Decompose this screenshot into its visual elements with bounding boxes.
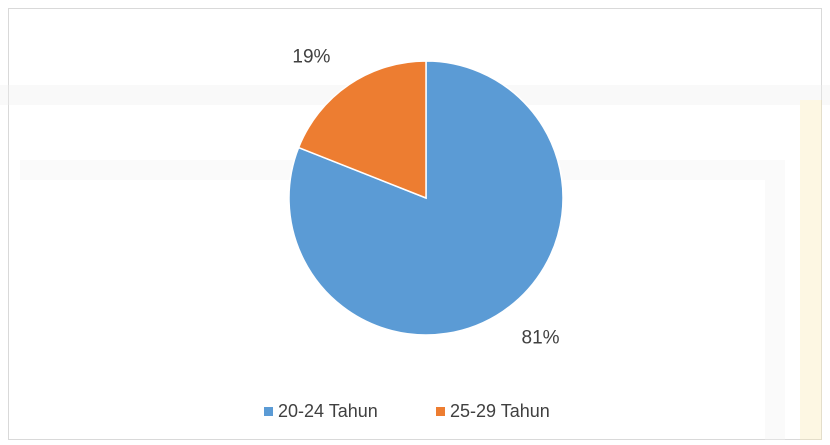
- pie-slice: [297, 60, 427, 200]
- legend-swatch: [436, 407, 445, 416]
- data-label: 19%: [292, 46, 330, 67]
- data-label: 81%: [522, 328, 560, 349]
- legend-swatch: [264, 407, 273, 416]
- legend-label: 20-24 Tahun: [278, 401, 378, 421]
- legend-label: 25-29 Tahun: [450, 401, 550, 421]
